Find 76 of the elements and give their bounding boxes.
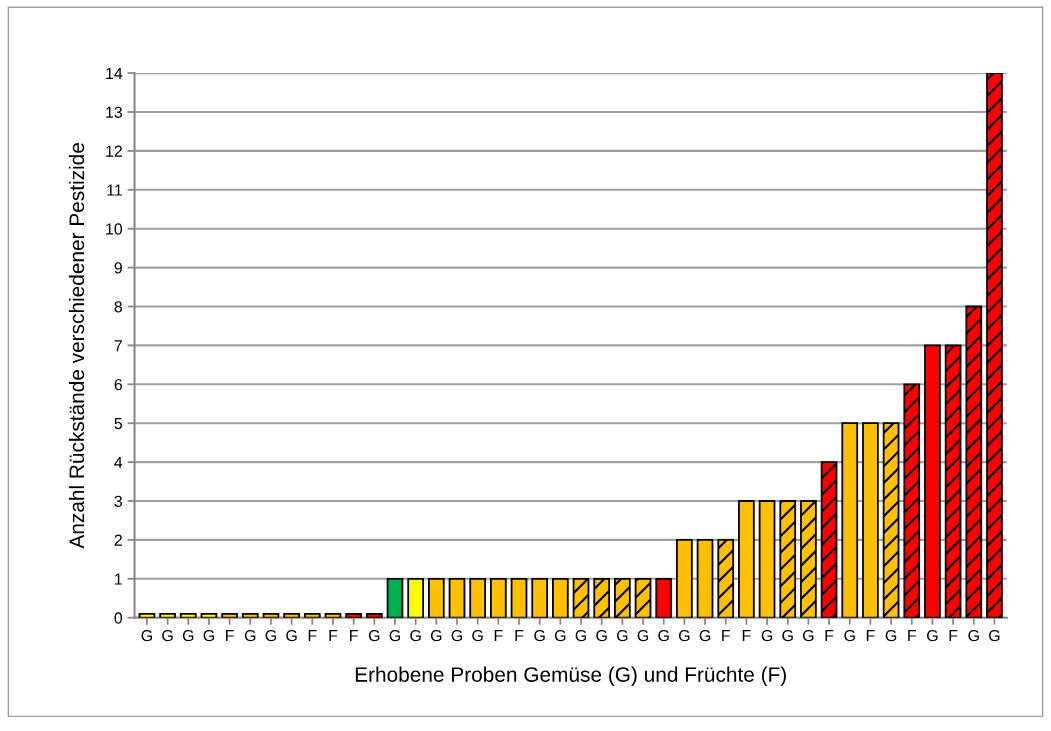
y-tick-label: 2 <box>114 534 122 546</box>
x-tick-label: F <box>494 630 503 642</box>
bar <box>758 500 776 618</box>
x-tick-label: F <box>515 630 524 642</box>
bar <box>676 538 693 618</box>
bar <box>448 577 466 618</box>
x-tick-label: G <box>575 629 587 642</box>
x-tick-label: G <box>699 629 711 642</box>
x-tick-label: G <box>141 629 152 642</box>
bar <box>552 577 569 618</box>
x-tick-label: G <box>803 629 814 642</box>
x-tick-label: G <box>430 629 442 642</box>
y-tick-label: 9 <box>114 262 122 274</box>
x-tick-label: G <box>844 629 855 642</box>
y-tick-label: 13 <box>106 106 123 118</box>
y-tick-label: 1 <box>115 573 122 585</box>
bar <box>386 577 404 618</box>
x-tick-label: G <box>244 629 256 642</box>
bar <box>531 577 549 618</box>
x-axis-title: Erhobene Proben Gemüse (G) und Früchte (F) <box>355 666 786 687</box>
x-tick-label: G <box>761 629 773 642</box>
bar <box>469 577 487 618</box>
x-tick-label: G <box>182 629 194 642</box>
x-tick-label: G <box>203 629 214 642</box>
x-tick-label: G <box>616 629 628 642</box>
x-tick-label: G <box>658 629 669 642</box>
y-axis-title: Anzahl Rückstände verschiedener Pestizide <box>68 143 85 549</box>
bar <box>862 422 879 618</box>
x-tick-label: G <box>451 629 463 642</box>
y-tick-label: 4 <box>114 456 123 468</box>
y-tick-label: 6 <box>114 378 123 391</box>
bar <box>924 344 941 618</box>
y-tick-label: 10 <box>106 223 123 235</box>
x-tick-label: G <box>989 629 1000 642</box>
x-tick-label: G <box>286 629 297 642</box>
x-tick-label: F <box>308 630 317 642</box>
bar <box>510 577 528 618</box>
bar <box>427 577 445 618</box>
x-tick-label: F <box>949 630 958 642</box>
x-tick-label: F <box>722 630 730 642</box>
x-tick-label: F <box>742 630 751 642</box>
y-tick-label: 3 <box>114 495 123 507</box>
x-tick-label: G <box>927 629 938 642</box>
x-tick-label: G <box>389 629 401 642</box>
bar <box>841 422 859 618</box>
x-tick-label: G <box>678 629 690 642</box>
bar <box>738 500 755 618</box>
y-tick-label: 11 <box>107 184 122 196</box>
y-tick-label: 14 <box>106 67 123 79</box>
y-tick-label: 7 <box>114 340 122 352</box>
x-tick-label: G <box>410 629 421 642</box>
x-tick-label: G <box>368 629 380 642</box>
x-tick-label: G <box>968 629 979 642</box>
x-tick-label: G <box>162 629 173 642</box>
bar <box>696 538 714 618</box>
x-tick-label: G <box>637 629 649 642</box>
y-tick-label: 8 <box>114 301 123 313</box>
x-tick-label: G <box>885 629 897 642</box>
x-tick-label: G <box>472 629 483 642</box>
x-tick-label: G <box>596 629 607 642</box>
y-tick-label: 12 <box>106 145 122 157</box>
x-tick-label: F <box>825 630 834 642</box>
y-tick-label: 0 <box>114 612 123 624</box>
x-tick-label: F <box>908 630 917 642</box>
x-tick-label: F <box>226 630 234 642</box>
bar <box>407 577 425 618</box>
bar <box>489 577 507 618</box>
x-tick-label: F <box>350 630 358 642</box>
x-tick-label: F <box>329 630 338 642</box>
x-tick-label: G <box>265 629 276 642</box>
x-tick-label: G <box>534 629 545 642</box>
x-tick-label: G <box>554 629 566 642</box>
x-tick-label: F <box>866 630 875 642</box>
y-tick-label: 5 <box>114 418 123 430</box>
x-tick-label: G <box>782 629 793 642</box>
bar <box>655 577 673 618</box>
